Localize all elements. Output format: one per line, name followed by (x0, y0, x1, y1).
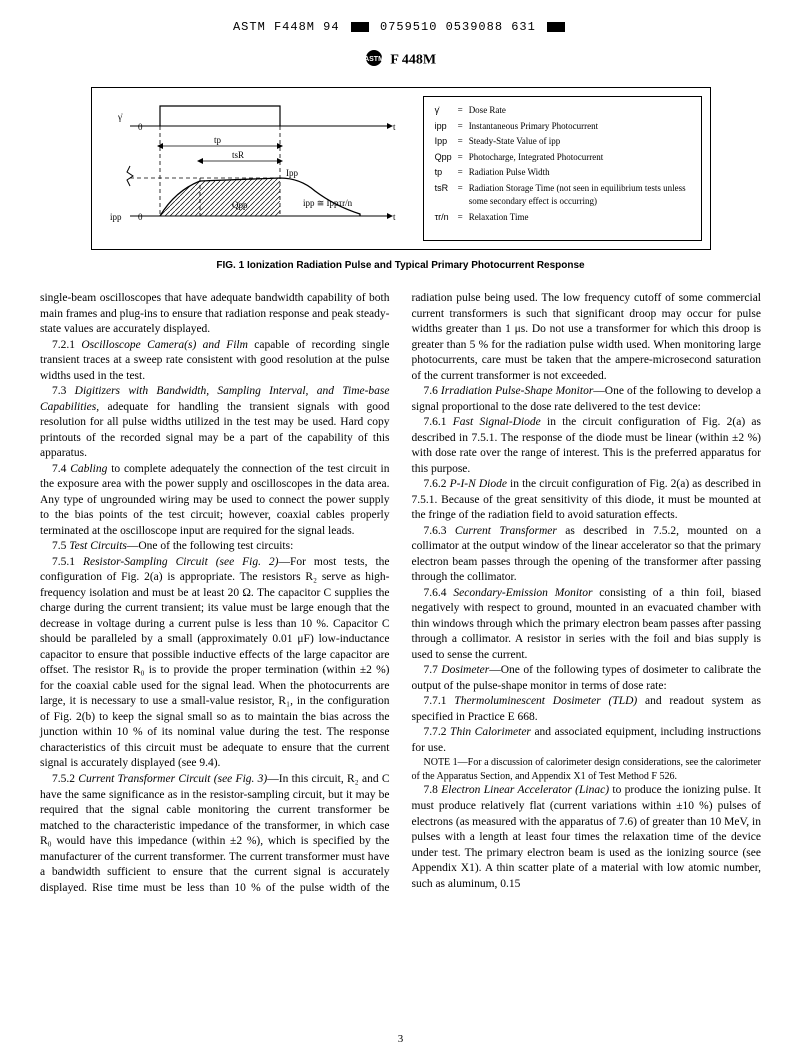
note-1: NOTE 1—For a discussion of calorimeter d… (412, 756, 762, 783)
legend-row: ipp=Instantaneous Primary Photocurrent (432, 119, 693, 135)
body-text: single-beam oscilloscopes that have adeq… (40, 291, 761, 896)
svg-text:Qpp: Qpp (232, 200, 248, 210)
svg-text:tp: tp (214, 135, 222, 145)
black-square-icon (547, 22, 565, 32)
legend-row: τr/n=Relaxation Time (432, 210, 693, 226)
page-number: 3 (0, 1033, 801, 1045)
svg-text:t: t (393, 212, 396, 222)
page-title: ASTM F 448M (40, 49, 761, 72)
legend-row: tp=Radiation Pulse Width (432, 165, 693, 181)
svg-text:0: 0 (138, 122, 143, 132)
astm-logo-icon: ASTM (365, 49, 383, 72)
document-code-header: ASTM F448M 94 0759510 0539088 631 (40, 20, 761, 34)
legend-row: tsR=Radiation Storage Time (not seen in … (432, 181, 693, 210)
svg-text:ASTM: ASTM (365, 56, 383, 63)
figure-diagram: γ̇ 0 t tp tsR Ipp Qpp ipp 0 t ipp ≅ Ippτ… (100, 96, 413, 241)
figure-caption: FIG. 1 Ionization Radiation Pulse and Ty… (40, 260, 761, 271)
svg-text:t: t (393, 122, 396, 132)
legend-row: Qpp=Photocharge, Integrated Photocurrent (432, 150, 693, 166)
label-gamma: γ̇ (117, 112, 123, 122)
svg-text:ipp: ipp (110, 212, 122, 222)
svg-text:ipp ≅ Ippτr/n: ipp ≅ Ippτr/n (303, 198, 353, 208)
figure-legend: γ̇=Dose Rateipp=Instantaneous Primary Ph… (423, 96, 702, 241)
figure-1-container: γ̇ 0 t tp tsR Ipp Qpp ipp 0 t ipp ≅ Ippτ… (91, 87, 711, 250)
legend-row: γ̇=Dose Rate (432, 103, 693, 119)
svg-text:Ipp: Ipp (286, 168, 298, 178)
black-square-icon (351, 22, 369, 32)
svg-text:0: 0 (138, 212, 143, 222)
svg-text:tsR: tsR (232, 150, 244, 160)
legend-row: Ipp=Steady-State Value of ipp (432, 134, 693, 150)
